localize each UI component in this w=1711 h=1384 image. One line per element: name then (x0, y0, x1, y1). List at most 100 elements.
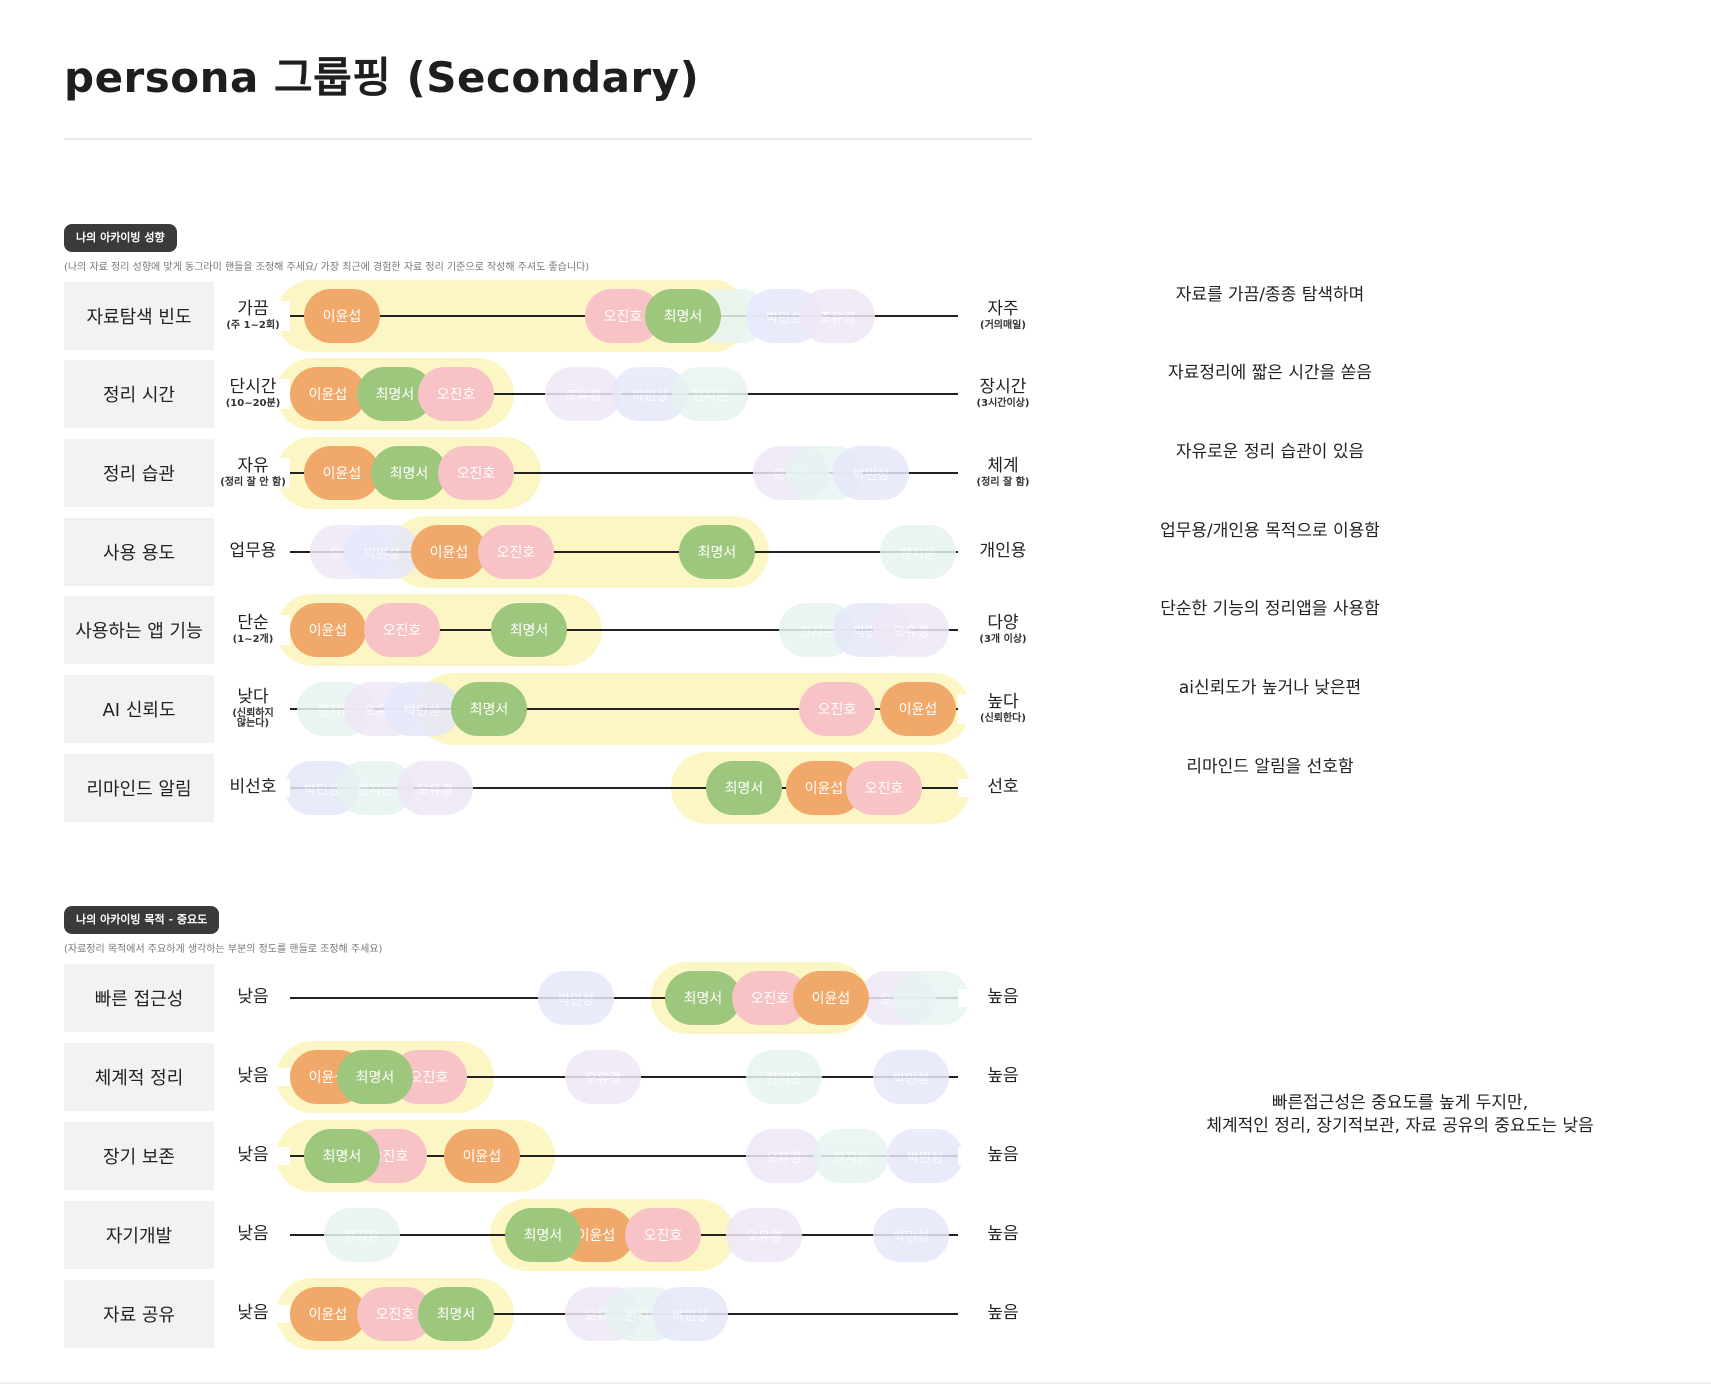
persona-handle-faint[interactable]: 한지은 (746, 1050, 822, 1104)
persona-handle[interactable]: 이윤섭 (290, 603, 366, 657)
row-label: 자료 공유 (64, 1280, 214, 1348)
scale-right-label: 높음 (958, 1146, 1048, 1165)
persona-handle[interactable]: 최명서 (505, 1208, 581, 1262)
scale-right-subtext: (거의매일) (980, 319, 1026, 331)
scale-right-label: 높음 (958, 1303, 1048, 1323)
persona-handle[interactable]: 이윤섭 (880, 682, 956, 736)
scale-left-text: 업무용 (229, 541, 277, 561)
persona-handle[interactable]: 최명서 (451, 682, 527, 736)
scale-left-subtext: (주 1~2회) (226, 319, 280, 331)
persona-handle[interactable]: 최명서 (665, 971, 741, 1025)
scale-right-text: 개인용 (979, 541, 1027, 561)
scale-left-text: 낮음 (237, 1303, 269, 1323)
scale-left-text: 가끔 (237, 299, 269, 319)
persona-handle[interactable]: 최명서 (418, 1287, 494, 1341)
persona-handle-faint[interactable]: 박민성 (873, 1208, 949, 1262)
row-label: 빠른 접근성 (64, 964, 214, 1032)
persona-handle[interactable]: 최명서 (337, 1050, 413, 1104)
persona-handle-faint[interactable]: 한지은 (813, 1129, 889, 1183)
row-description: 자료정리에 짧은 시간을 쏟음 (1168, 363, 1372, 383)
slider-track (288, 551, 958, 553)
row-description: 자료를 가끔/종종 탐색하며 (1175, 285, 1365, 305)
scale-right-text: 체계 (987, 456, 1019, 476)
persona-handle[interactable]: 이윤섭 (444, 1129, 520, 1183)
row-description: 단순한 기능의 정리앱을 사용함 (1160, 599, 1380, 619)
scale-left-text: 단순 (237, 613, 269, 633)
persona-handle[interactable]: 이윤섭 (304, 289, 380, 343)
persona-handle-faint[interactable] (893, 971, 969, 1025)
persona-handle[interactable]: 최명서 (645, 289, 721, 343)
persona-handle[interactable]: 오진호 (625, 1208, 701, 1262)
scale-right-text: 높음 (987, 1303, 1019, 1323)
scale-left-text: 비선호 (229, 777, 277, 797)
scale-left-label: 가끔 (주 1~2회) (216, 299, 290, 332)
row-label: 사용 용도 (64, 518, 214, 586)
section1-badge: 나의 아카이빙 성향 (64, 224, 177, 252)
scale-right-text: 장시간 (979, 377, 1027, 397)
persona-handle-faint[interactable]: 박민성 (538, 971, 614, 1025)
scale-right-text: 자주 (987, 299, 1019, 319)
persona-handle[interactable]: 최명서 (371, 446, 447, 500)
scale-right-text: 선호 (987, 777, 1019, 797)
persona-handle[interactable]: 오진호 (438, 446, 514, 500)
persona-handle[interactable]: 최명서 (706, 761, 782, 815)
persona-handle-faint[interactable]: 박민성 (887, 1129, 963, 1183)
row-label: 사용하는 앱 기능 (64, 596, 214, 664)
slider-track (288, 629, 958, 631)
scale-left-text: 낮음 (237, 1145, 269, 1165)
persona-handle[interactable]: 이윤섭 (793, 971, 869, 1025)
slider-track (288, 787, 958, 789)
persona-handle-faint[interactable]: 박민성 (652, 1287, 728, 1341)
persona-handle[interactable]: 이윤섭 (411, 525, 487, 579)
scale-right-label: 장시간 (3시간이상) (958, 377, 1048, 410)
persona-handle-faint[interactable]: 오유경 (565, 1050, 641, 1104)
persona-handle-faint[interactable]: 한지은 (324, 1208, 400, 1262)
section2-badge: 나의 아카이빙 목적 - 중요도 (64, 906, 220, 934)
persona-handle-faint[interactable]: 오유경 (397, 761, 473, 815)
scale-right-subtext: (신뢰한다) (980, 712, 1026, 724)
persona-handle-faint[interactable]: 조유경 (545, 367, 621, 421)
persona-handle-faint[interactable]: 조유경 (799, 289, 875, 343)
persona-handle-faint[interactable]: 오유경 (873, 603, 949, 657)
persona-handle[interactable]: 최명서 (304, 1129, 380, 1183)
persona-handle-faint[interactable]: 박민성 (344, 525, 420, 579)
scale-right-label: 높음 (958, 987, 1048, 1007)
persona-handle-faint[interactable]: 박민성 (612, 367, 688, 421)
scale-left-label: 낮음 (216, 1145, 290, 1165)
persona-handle[interactable]: 이윤섭 (304, 446, 380, 500)
scale-right-text: 다양 (987, 613, 1019, 633)
row-label: AI 신뢰도 (64, 675, 214, 743)
slider-track (288, 997, 958, 999)
persona-handle[interactable]: 이윤섭 (290, 1287, 366, 1341)
persona-handle[interactable]: 오진호 (846, 761, 922, 815)
scale-left-subtext: (신뢰하지 않는다) (232, 707, 274, 730)
scale-right-text: 높음 (987, 987, 1019, 1007)
scale-left-label: 자유 (정리 잘 안 함) (216, 457, 290, 489)
persona-handle[interactable]: 오진호 (478, 525, 554, 579)
persona-handle[interactable]: 오진호 (799, 682, 875, 736)
scale-left-label: 낮음 (216, 1225, 290, 1244)
page-title: persona 그룹핑 (Secondary) (64, 53, 700, 102)
scale-right-label: 개인용 (958, 541, 1048, 561)
persona-handle[interactable]: 오진호 (418, 367, 494, 421)
persona-handle-faint[interactable]: 한지은 (880, 525, 956, 579)
persona-handle-faint[interactable]: 한지은 (672, 367, 748, 421)
persona-handle-faint[interactable]: 박민성 (873, 1050, 949, 1104)
scale-left-subtext: (정리 잘 안 함) (220, 476, 286, 488)
persona-handle[interactable]: 최명서 (679, 525, 755, 579)
persona-handle[interactable]: 오진호 (357, 1287, 433, 1341)
persona-handle[interactable]: 이윤섭 (786, 761, 862, 815)
row-label: 자료탐색 빈도 (64, 282, 214, 350)
scale-right-label: 체계 (정리 잘 함) (958, 456, 1048, 489)
persona-handle[interactable]: 이윤섭 (290, 367, 366, 421)
persona-handle-faint[interactable]: 오유경 (726, 1208, 802, 1262)
scale-right-text: 높음 (987, 1224, 1019, 1244)
persona-handle[interactable]: 오진호 (364, 603, 440, 657)
persona-handle-faint[interactable]: 박민성 (384, 682, 460, 736)
persona-handle-faint[interactable]: 오유경 (746, 1129, 822, 1183)
persona-handle-faint[interactable]: 박민성 (833, 446, 909, 500)
scale-left-text: 낮다 (237, 687, 269, 707)
persona-handle[interactable]: 최명서 (491, 603, 567, 657)
scale-right-label: 높음 (958, 1067, 1048, 1086)
scale-right-subtext: (정리 잘 함) (976, 476, 1030, 488)
